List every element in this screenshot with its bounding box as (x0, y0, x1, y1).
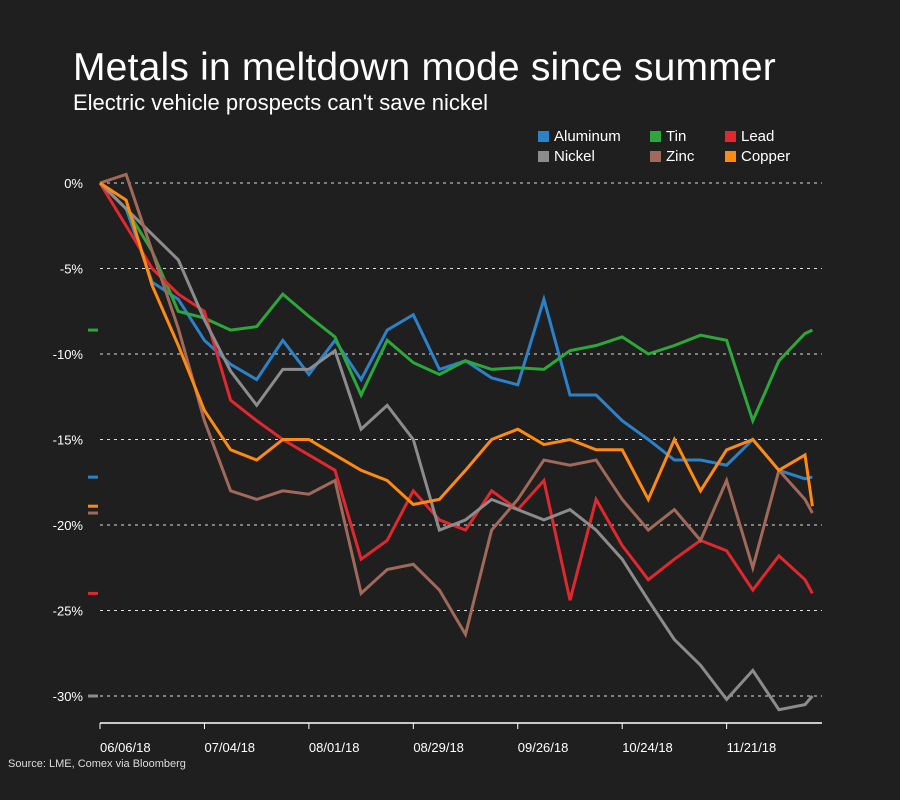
legend-swatch (538, 151, 549, 162)
legend-item-copper: Copper (725, 148, 790, 165)
legend-swatch (650, 131, 661, 142)
legend-item-lead: Lead (725, 128, 774, 145)
x-tick-label: 10/24/18 (622, 740, 673, 755)
y-tick-label: -20% (53, 518, 84, 533)
y-tick-label: -10% (53, 347, 84, 362)
legend-swatch (725, 131, 736, 142)
x-tick-label: 09/26/18 (518, 740, 569, 755)
series-line-copper (99, 181, 814, 507)
legend-label: Copper (741, 148, 791, 165)
legend-item-tin: Tin (650, 128, 686, 145)
chart-title: Metals in meltdown mode since summer (73, 46, 776, 89)
legend-label: Lead (741, 128, 775, 145)
x-tick-label: 07/04/18 (204, 740, 255, 755)
y-tick-label: -15% (53, 433, 84, 448)
legend-item-nickel: Nickel (538, 148, 595, 165)
source-note: Source: LME, Comex via Bloomberg (8, 758, 186, 770)
y-tick-label: -5% (60, 262, 84, 277)
series-line-aluminum (98, 181, 813, 481)
x-tick-label: 08/29/18 (413, 740, 464, 755)
x-tick-label: 06/06/18 (100, 740, 151, 755)
x-tick-label: 08/01/18 (309, 740, 360, 755)
legend-swatch (650, 151, 661, 162)
series-line-zinc (99, 172, 814, 639)
chart-subtitle: Electric vehicle prospects can't save ni… (73, 90, 489, 115)
series-line-lead (98, 182, 814, 601)
legend-label: Zinc (666, 148, 695, 165)
legend-swatch (725, 151, 736, 162)
legend-label: Tin (666, 128, 687, 145)
x-tick-label: 11/21/18 (727, 740, 777, 755)
legend-item-aluminum: Aluminum (538, 128, 621, 145)
legend-item-zinc: Zinc (650, 148, 694, 165)
y-tick-label: 0% (64, 176, 83, 191)
y-tick-label: -30% (53, 689, 84, 704)
y-tick-label: -25% (53, 604, 84, 619)
legend-label: Nickel (554, 148, 595, 165)
legend-swatch (538, 131, 549, 142)
series-line-tin (98, 181, 814, 425)
series-line-nickel (98, 181, 814, 712)
legend-label: Aluminum (554, 128, 621, 145)
